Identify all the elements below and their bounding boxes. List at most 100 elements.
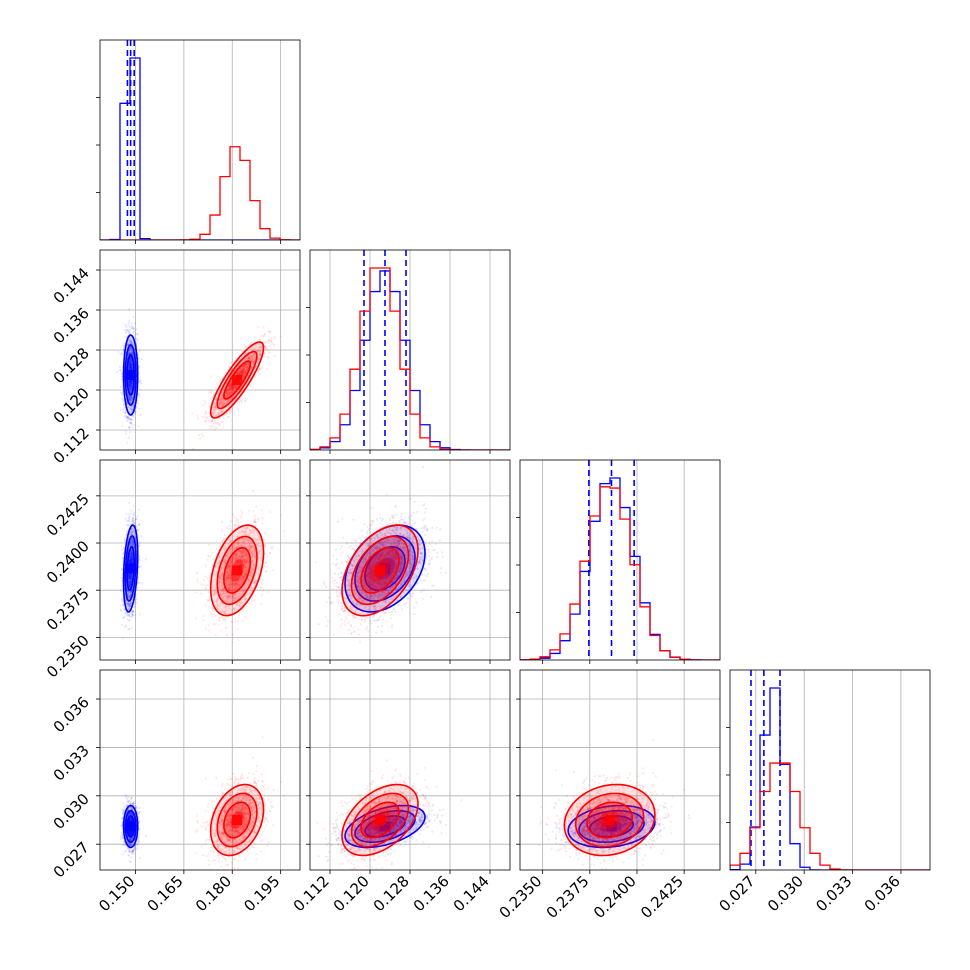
contour-line-series-2: [216, 535, 258, 606]
x-tick-label: 0.033: [812, 872, 855, 915]
contour-line-series-2: [586, 801, 634, 839]
contour-line-series-2: [209, 524, 265, 617]
density-peak-series-1: [606, 821, 617, 832]
contour-line-series-2: [209, 783, 265, 857]
y-tick-label: 0.2400: [43, 537, 93, 587]
density-peak-series-2: [604, 815, 615, 825]
contour-line-series-1: [126, 354, 135, 396]
contour-line-series-2: [574, 792, 645, 848]
contour-line-series-2: [223, 546, 252, 594]
density-peak-series-2: [232, 565, 243, 576]
density-peak-series-1: [380, 821, 390, 832]
x-tick-label: 0.2400: [590, 872, 640, 922]
y-tick-label: 0.027: [50, 838, 93, 881]
contour-line-series-1: [567, 804, 656, 849]
scatter-panel-4-1: 0.150 0.165 0.180 0.195 0.027 0.030 0.033 0.036: [50, 669, 301, 915]
panel-plot-area: [100, 250, 300, 450]
y-tick-label: 0.2425: [43, 490, 93, 540]
y-tick-label: 0.036: [50, 693, 93, 736]
contour-line-series-2: [350, 535, 410, 606]
y-tick-label: 0.2375: [43, 584, 93, 634]
panel-plot-area: [730, 670, 930, 870]
histogram-series-2: [730, 762, 930, 870]
y-tick-label: 0.2350: [43, 631, 93, 681]
contour-line-series-1: [354, 809, 416, 844]
x-tick-label: 0.195: [240, 872, 283, 915]
x-tick-label: 0.2425: [637, 872, 687, 922]
x-tick-label: 0.2350: [496, 872, 546, 922]
panel-frame: [729, 669, 931, 871]
contour-line-series-1: [344, 804, 426, 849]
contour-line-series-2: [341, 524, 419, 617]
contour-line-series-1: [364, 815, 406, 838]
contour-line-series-2: [341, 783, 419, 857]
panel-plot-area: [310, 250, 510, 450]
x-tick-label: 0.112: [290, 872, 333, 915]
density-peak-series-1: [125, 370, 136, 380]
contour-line-series-2: [350, 792, 410, 848]
contour-line-series-1: [122, 804, 139, 849]
y-tick-label: 0.128: [50, 344, 93, 387]
contour-line-series-1: [124, 344, 137, 406]
y-tick-label: 0.112: [50, 424, 93, 467]
panel-frame: [519, 669, 721, 871]
panel-frame: [519, 459, 721, 661]
x-tick-label: 0.2375: [543, 872, 593, 922]
y-tick-label: 0.030: [50, 790, 93, 833]
panel-plot-area: [100, 40, 300, 240]
contour-line-series-1: [124, 535, 137, 602]
scatter-panel-3-2: [306, 459, 511, 664]
panel-plot-area: [310, 670, 510, 870]
density-peak-series-2: [232, 375, 243, 385]
panel-plot-area: [100, 460, 300, 660]
histogram-panel-4: 0.027 0.030 0.033 0.036: [716, 669, 931, 915]
contour-line-series-1: [578, 809, 645, 844]
histogram-series-2: [520, 486, 720, 660]
histogram-panel-1: [96, 39, 301, 244]
contour-line-series-2: [360, 546, 400, 594]
x-tick-label: 0.128: [370, 872, 413, 915]
x-tick-label: 0.036: [861, 872, 904, 915]
x-tick-label: 0.030: [764, 872, 807, 915]
contour-line-series-1: [122, 524, 139, 613]
panel-plot-area: [310, 460, 510, 660]
x-tick-label: 0.027: [716, 872, 759, 915]
y-tick-label: 0.144: [50, 264, 93, 307]
histogram-panel-3: [516, 459, 721, 664]
contour-line-series-2: [563, 783, 656, 857]
contour-line-series-2: [216, 792, 258, 848]
x-tick-label: 0.144: [450, 872, 493, 915]
contour-line-series-1: [588, 815, 635, 838]
panel-frame: [99, 39, 301, 241]
y-tick-label: 0.136: [50, 304, 93, 347]
contour-line-series-1: [124, 809, 137, 844]
panel-plot-area: [520, 670, 720, 870]
y-tick-label: 0.033: [50, 742, 93, 785]
density-peak-series-2: [232, 815, 243, 825]
panel-plot-area: [100, 670, 300, 870]
histogram-series-2: [100, 146, 300, 240]
x-tick-label: 0.180: [192, 872, 235, 915]
x-tick-label: 0.136: [410, 872, 453, 915]
x-tick-label: 0.150: [95, 872, 138, 915]
contour-line-series-1: [354, 535, 416, 602]
contour-line-series-2: [216, 350, 258, 410]
panel-frame: [99, 459, 301, 661]
density-peak-series-2: [375, 815, 385, 825]
x-tick-label: 0.120: [330, 872, 373, 915]
y-tick-label: 0.120: [50, 384, 93, 427]
panel-plot-area: [520, 460, 720, 660]
contour-line-series-1: [122, 334, 139, 416]
histogram-panel-2: [306, 249, 511, 454]
scatter-points-series-2: [314, 493, 444, 644]
histogram-series-1: [100, 57, 300, 240]
contour-line-series-2: [223, 360, 252, 400]
contour-line-series-2: [223, 801, 252, 839]
panel-frame: [99, 669, 301, 871]
x-tick-label: 0.165: [144, 872, 187, 915]
